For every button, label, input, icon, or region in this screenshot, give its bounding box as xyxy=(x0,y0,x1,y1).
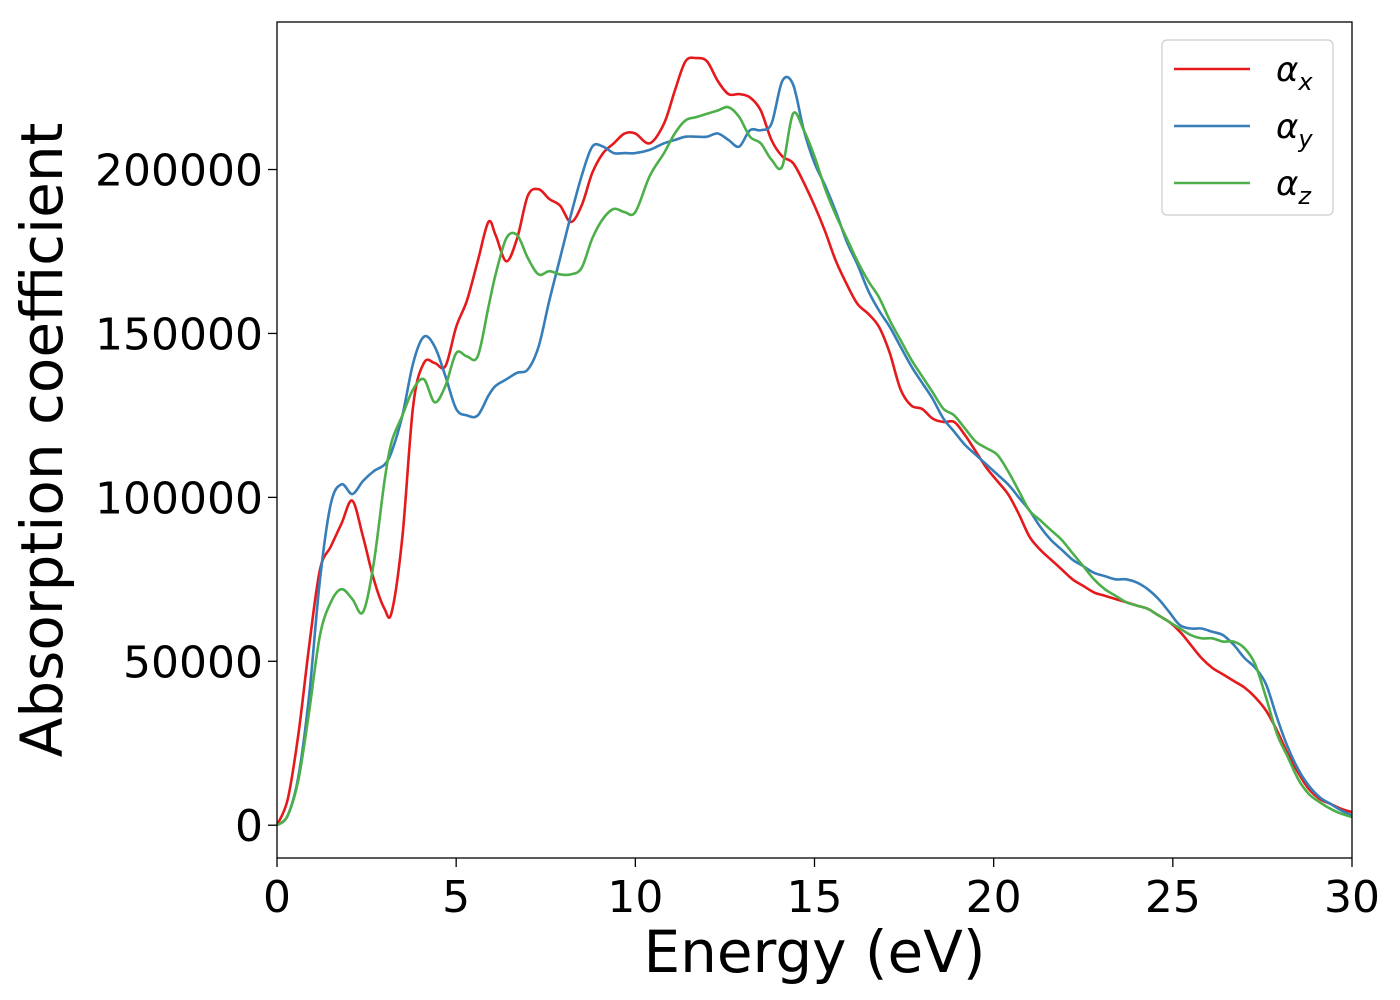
x-tick-label: 5 xyxy=(442,872,470,923)
legend-box xyxy=(1161,39,1334,216)
y-axis-title: Absorption coefficient xyxy=(8,123,76,758)
y-tick-label: 200000 xyxy=(95,146,263,197)
x-axis-title: Energy (eV) xyxy=(643,918,985,986)
tick-layer: 0 5 10 15 20 25 30 0 50000 100000 150000 200000 xyxy=(95,146,1380,923)
x-tick-label: 10 xyxy=(607,872,663,923)
legend-label-x: αx xyxy=(1276,50,1313,96)
legend-label-z: αz xyxy=(1276,164,1312,210)
x-tick-label: 20 xyxy=(966,872,1022,923)
legend: αx αy αz xyxy=(1161,39,1334,216)
y-tick-label: 150000 xyxy=(95,309,263,360)
x-tick-label: 15 xyxy=(787,872,843,923)
y-tick-label: 100000 xyxy=(95,473,263,524)
series-layer xyxy=(275,56,1353,827)
y-tick-label: 0 xyxy=(235,801,263,852)
x-tick-label: 0 xyxy=(263,872,291,923)
series-line-y xyxy=(276,75,1353,827)
plot-frame xyxy=(276,21,1353,859)
legend-label-y: αy xyxy=(1276,107,1313,153)
x-tick-label: 30 xyxy=(1324,872,1380,923)
x-tick-label: 25 xyxy=(1145,872,1201,923)
series-line-z xyxy=(276,105,1353,827)
y-tick-label: 50000 xyxy=(123,637,263,688)
